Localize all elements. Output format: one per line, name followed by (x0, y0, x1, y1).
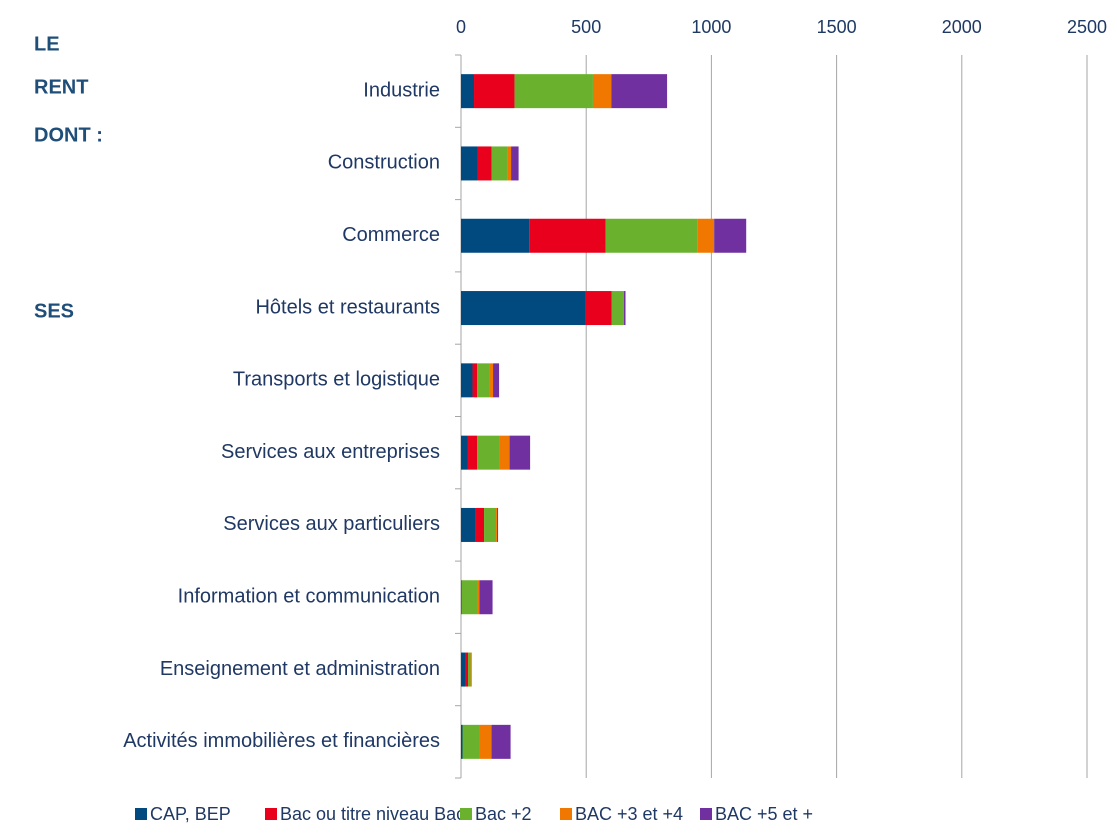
bar-segment (461, 435, 468, 470)
legend-swatch (135, 808, 147, 820)
legend-label: BAC +5 et + (715, 804, 813, 824)
bar-segment (489, 363, 494, 398)
bar-segment (472, 363, 478, 398)
bar-segment (611, 74, 668, 109)
y-tick-label: Activités immobilières et financières (123, 730, 440, 752)
bar-segment (468, 652, 471, 687)
y-tick-label: Services aux particuliers (223, 513, 440, 535)
y-tick-label: Construction (328, 152, 440, 174)
bar-segment (461, 218, 530, 253)
x-tick-label: 1000 (691, 17, 731, 37)
x-tick-label: 500 (571, 17, 601, 37)
bar-segment (462, 724, 480, 759)
bar-segment (471, 652, 472, 687)
bar-segment (611, 291, 624, 326)
bar-segment (461, 74, 475, 109)
annotation: LE (34, 33, 60, 55)
bar-segment (511, 146, 519, 181)
y-tick-label: Services aux entreprises (221, 441, 440, 463)
bar-segment (493, 363, 500, 398)
bar-segment (461, 724, 463, 759)
bar-segment (623, 291, 625, 326)
bar-segment (497, 507, 499, 542)
bar-segment (491, 724, 511, 759)
legend-label: CAP, BEP (150, 804, 231, 824)
annotation: RENT (34, 76, 88, 98)
bar-segment (714, 218, 747, 253)
legend-label: BAC +3 et +4 (575, 804, 683, 824)
bar-segment (461, 363, 473, 398)
bar-segment (470, 652, 472, 687)
bar-segment (467, 435, 478, 470)
bar-segment (479, 580, 493, 615)
bar-segment (514, 74, 593, 109)
legend-swatch (265, 808, 277, 820)
legend-label: Bac ou titre niveau Bac (280, 804, 465, 824)
bar-segment (624, 291, 626, 326)
bar-segment (499, 435, 510, 470)
bar-segment (507, 146, 512, 181)
y-tick-label: Information et communication (178, 586, 440, 608)
bar-segment (474, 74, 515, 109)
bar-segment (475, 507, 485, 542)
bar-segment (477, 363, 490, 398)
bar-segment (461, 291, 586, 326)
legend-swatch (460, 808, 472, 820)
bar-segment (496, 507, 498, 542)
bar-segment (477, 580, 480, 615)
bar-segment (477, 146, 492, 181)
annotation: DONT : (34, 124, 103, 146)
bar-segment (461, 580, 478, 615)
x-tick-label: 2000 (942, 17, 982, 37)
y-tick-label: Hôtels et restaurants (255, 296, 440, 318)
bar-segment (479, 724, 492, 759)
x-tick-label: 1500 (817, 17, 857, 37)
bar-segment (529, 218, 606, 253)
bar-segment (461, 146, 478, 181)
bar-segment (477, 435, 500, 470)
bar-segment (491, 146, 508, 181)
bar-segment (697, 218, 715, 253)
legend-swatch (700, 808, 712, 820)
x-tick-label: 2500 (1067, 17, 1107, 37)
y-tick-label: Transports et logistique (233, 369, 440, 391)
bar-segment (605, 218, 698, 253)
bar-segment (509, 435, 531, 470)
bar-segment (465, 652, 469, 687)
bar-segment (592, 74, 612, 109)
y-tick-label: Enseignement et administration (160, 658, 440, 680)
bar-segment (461, 652, 466, 687)
y-tick-label: Industrie (363, 79, 440, 101)
legend-label: Bac +2 (475, 804, 532, 824)
bar-segment (484, 507, 497, 542)
x-tick-label: 0 (456, 17, 466, 37)
legend-swatch (560, 808, 572, 820)
y-tick-label: Commerce (342, 224, 440, 246)
bar-segment (585, 291, 612, 326)
bar-segment (461, 507, 476, 542)
annotation: SES (34, 300, 74, 322)
bar-segment (461, 580, 462, 615)
